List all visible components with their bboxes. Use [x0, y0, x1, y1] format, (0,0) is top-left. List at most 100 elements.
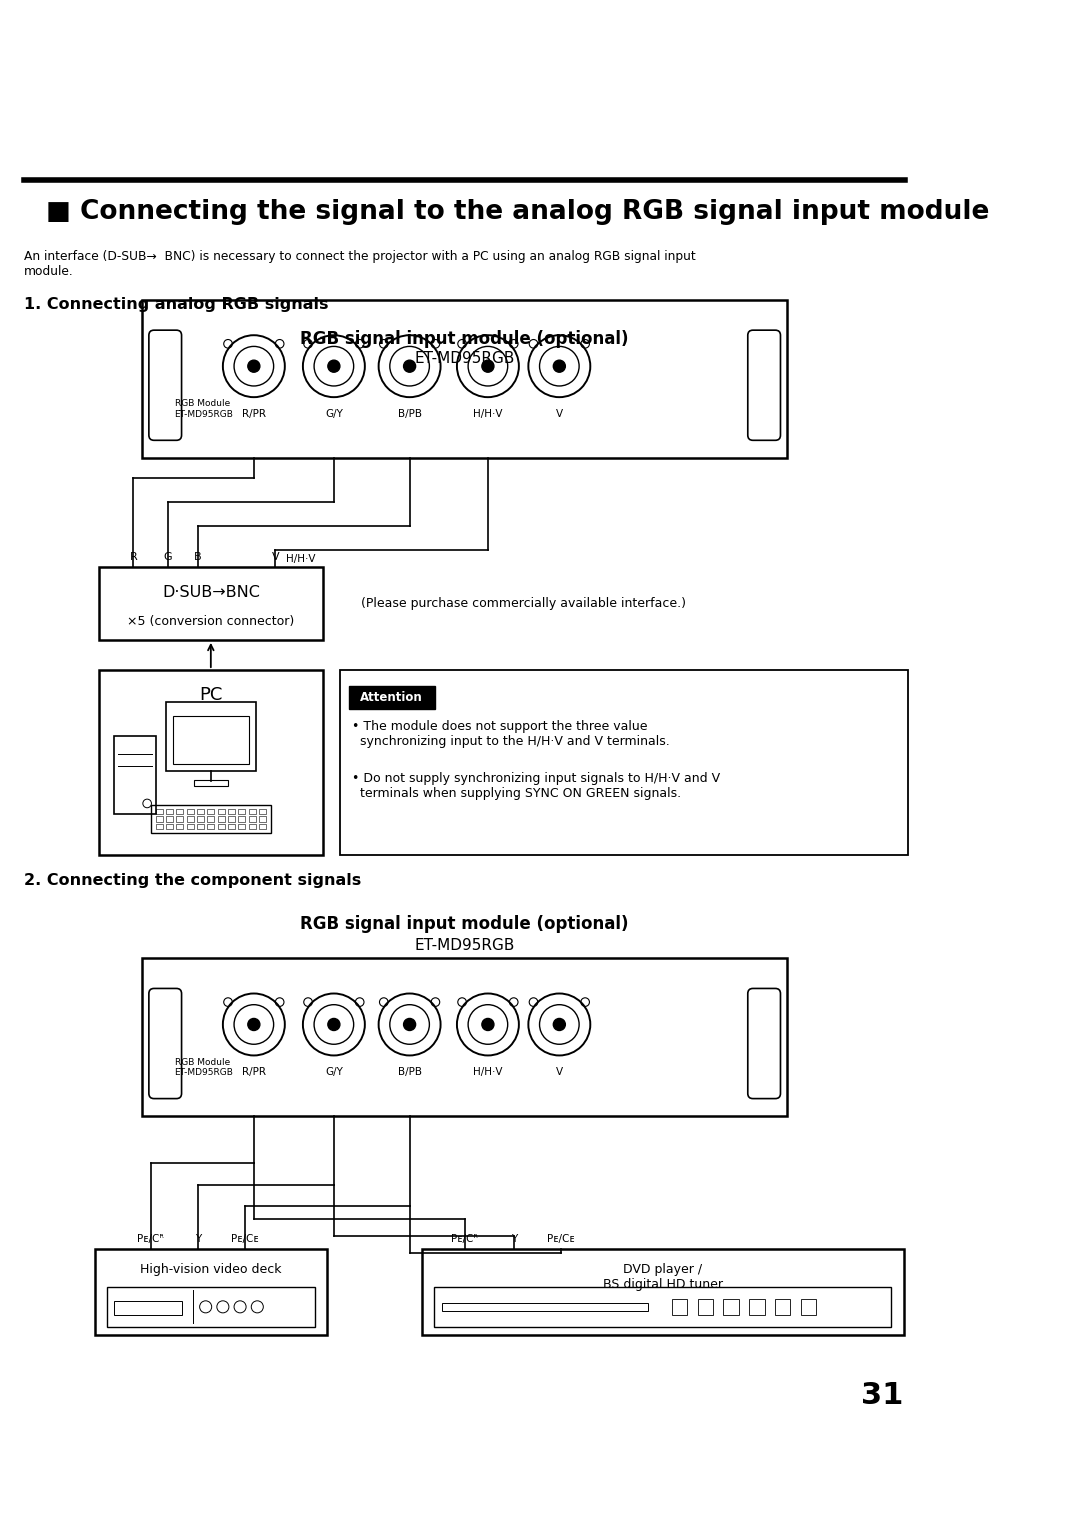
Bar [156, 824, 163, 829]
Text: Attention: Attention [360, 691, 423, 703]
Text: PC: PC [199, 685, 222, 703]
Text: Pᴇ/Cᴇ: Pᴇ/Cᴇ [548, 1235, 575, 1244]
Bar [259, 809, 266, 813]
Text: • Do not supply synchronizing input signals to H/H·V and V
  terminals when supp: • Do not supply synchronizing input sign… [352, 772, 720, 800]
Circle shape [482, 360, 494, 372]
Bar [176, 816, 184, 821]
Text: An interface (D-SUB→  BNC) is necessary to connect the projector with a PC using: An interface (D-SUB→ BNC) is necessary t… [24, 250, 696, 278]
Bar [207, 809, 214, 813]
Bar [150, 806, 271, 833]
Bar [156, 809, 163, 813]
Bar [259, 816, 266, 821]
Bar [421, 1250, 904, 1335]
Bar [166, 824, 173, 829]
Text: R/PR: R/PR [242, 1068, 266, 1077]
Bar [166, 809, 173, 813]
Bar [113, 1300, 183, 1314]
Circle shape [404, 360, 416, 372]
Bar [197, 816, 204, 821]
Text: High-vision video deck: High-vision video deck [140, 1264, 282, 1276]
Circle shape [404, 1018, 416, 1030]
Text: H/H·V: H/H·V [286, 554, 315, 565]
Bar [173, 716, 248, 765]
Bar [239, 824, 245, 829]
Bar [197, 824, 204, 829]
Bar [434, 1286, 891, 1326]
Text: (Please purchase commercially available interface.): (Please purchase commercially available … [362, 597, 687, 610]
Bar [218, 816, 225, 821]
Bar [187, 824, 193, 829]
Bar [218, 824, 225, 829]
Bar [197, 809, 204, 813]
Text: B: B [194, 551, 202, 562]
Circle shape [328, 1018, 340, 1030]
Bar [340, 670, 908, 855]
Bar [99, 566, 323, 639]
Bar [698, 1299, 713, 1314]
Bar [114, 737, 156, 813]
Circle shape [247, 1018, 260, 1030]
Text: B/PB: B/PB [397, 409, 421, 420]
Text: G: G [163, 551, 172, 562]
Circle shape [482, 1018, 494, 1030]
Bar [228, 824, 235, 829]
Text: RGB Module
ET-MD95RGB: RGB Module ET-MD95RGB [175, 400, 233, 418]
Bar [176, 824, 184, 829]
Bar [750, 1299, 765, 1314]
Text: V: V [556, 409, 563, 420]
Text: 2. Connecting the component signals: 2. Connecting the component signals [24, 873, 362, 888]
Text: ■ Connecting the signal to the analog RGB signal input module: ■ Connecting the signal to the analog RG… [46, 200, 990, 226]
Text: 31: 31 [861, 1381, 904, 1410]
Text: Y: Y [194, 1235, 201, 1244]
Text: Pᴇ/Cᴿ: Pᴇ/Cᴿ [137, 1235, 164, 1244]
Text: ET-MD95RGB: ET-MD95RGB [415, 351, 515, 366]
Text: G/Y: G/Y [325, 1068, 342, 1077]
Circle shape [328, 360, 340, 372]
Bar [176, 809, 184, 813]
Text: V: V [556, 1068, 563, 1077]
Text: Y: Y [511, 1235, 517, 1244]
Text: Pᴇ/Cᴇ: Pᴇ/Cᴇ [231, 1235, 259, 1244]
Text: B/PB: B/PB [397, 1068, 421, 1077]
Text: ×5 (conversion connector): ×5 (conversion connector) [127, 615, 295, 629]
Text: RGB signal input module (optional): RGB signal input module (optional) [300, 916, 629, 932]
Bar [775, 1299, 791, 1314]
Text: R: R [130, 551, 137, 562]
Text: RGB Module
ET-MD95RGB: RGB Module ET-MD95RGB [175, 1058, 233, 1077]
Bar [141, 958, 787, 1116]
Bar [207, 824, 214, 829]
Bar [107, 1286, 315, 1326]
Bar [239, 816, 245, 821]
Text: RGB signal input module (optional): RGB signal input module (optional) [300, 330, 629, 348]
Text: H/H·V: H/H·V [473, 409, 502, 420]
Bar [99, 670, 323, 855]
Text: 1. Connecting analog RGB signals: 1. Connecting analog RGB signals [24, 298, 328, 311]
Bar [218, 809, 225, 813]
Bar [443, 1303, 648, 1311]
Bar [801, 1299, 816, 1314]
Circle shape [553, 360, 565, 372]
Bar [259, 824, 266, 829]
Bar [672, 1299, 687, 1314]
Bar [156, 816, 163, 821]
Bar [166, 816, 173, 821]
Bar [95, 1250, 327, 1335]
Text: Pᴇ/Cᴿ: Pᴇ/Cᴿ [451, 1235, 478, 1244]
Bar [248, 809, 256, 813]
Circle shape [247, 360, 260, 372]
Text: H/H·V: H/H·V [473, 1068, 502, 1077]
Bar [187, 816, 193, 821]
Bar [239, 809, 245, 813]
Bar [187, 809, 193, 813]
Bar [141, 301, 787, 458]
Bar [207, 816, 214, 821]
Text: V: V [271, 551, 279, 562]
Bar [193, 780, 228, 786]
Bar [349, 687, 434, 708]
Text: • The module does not support the three value
  synchronizing input to the H/H·V: • The module does not support the three … [352, 720, 670, 748]
Bar [248, 816, 256, 821]
Bar [248, 824, 256, 829]
Text: DVD player /
BS digital HD tuner: DVD player / BS digital HD tuner [603, 1264, 723, 1291]
Bar [228, 809, 235, 813]
Text: D·SUB→BNC: D·SUB→BNC [162, 584, 260, 600]
